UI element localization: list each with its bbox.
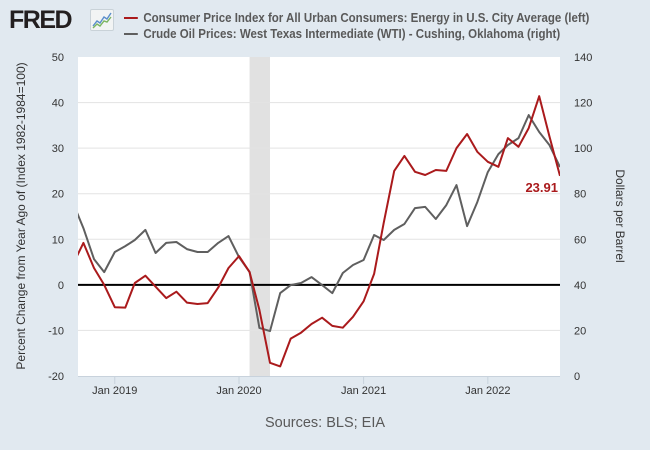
legend-label: Crude Oil Prices: West Texas Intermediat… [143,27,561,41]
chart-header: FRED Consumer Price Index for All Urban … [0,0,650,50]
chart-line-icon [90,9,114,31]
y-left-tick-label: 0 [58,280,64,292]
x-tick-label: Jan 2019 [92,385,137,397]
legend-swatch-gray [124,33,138,35]
y-right-tick-label: 40 [574,280,586,292]
chart-source: Sources: BLS; EIA [264,415,386,431]
x-tick-label: Jan 2022 [465,385,510,397]
plot-area [78,57,560,376]
y-left-tick-label: 30 [52,143,64,155]
legend-swatch-red [124,17,138,19]
y-right-tick-label: 100 [574,143,592,155]
y-left-tick-label: 20 [52,189,64,201]
y-left-tick-label: 50 [52,52,64,64]
legend-item-cpi-energy[interactable]: Consumer Price Index for All Urban Consu… [124,10,589,26]
x-tick-label: Jan 2020 [216,385,261,397]
legend-label: Consumer Price Index for All Urban Consu… [143,11,590,25]
y-left-tick-label: -10 [48,325,64,337]
chart-legend: Consumer Price Index for All Urban Consu… [124,10,630,42]
y-axis-right-title: Dollars per Barrel [613,169,627,262]
y-right-tick-label: 0 [574,371,580,383]
y-left-tick-label: -20 [48,371,64,383]
fred-logo[interactable]: FRED [9,6,73,34]
series-line-wti[interactable] [73,114,560,333]
legend-item-wti[interactable]: Crude Oil Prices: West Texas Intermediat… [124,26,589,42]
y-right-tick-label: 80 [574,189,586,201]
y-right-tick-label: 120 [574,98,592,110]
y-right-tick-label: 140 [574,52,592,64]
series-line-cpi-energy[interactable] [73,95,560,368]
y-right-tick-label: 60 [574,234,586,246]
y-left-tick-label: 10 [52,234,64,246]
y-axis-left-title: Percent Change from Year Ago of (Index 1… [14,62,28,369]
last-value-annotation: 23.91 [525,180,558,195]
y-right-tick-label: 20 [574,325,586,337]
y-left-tick-label: 40 [52,98,64,110]
x-tick-label: Jan 2021 [341,385,386,397]
